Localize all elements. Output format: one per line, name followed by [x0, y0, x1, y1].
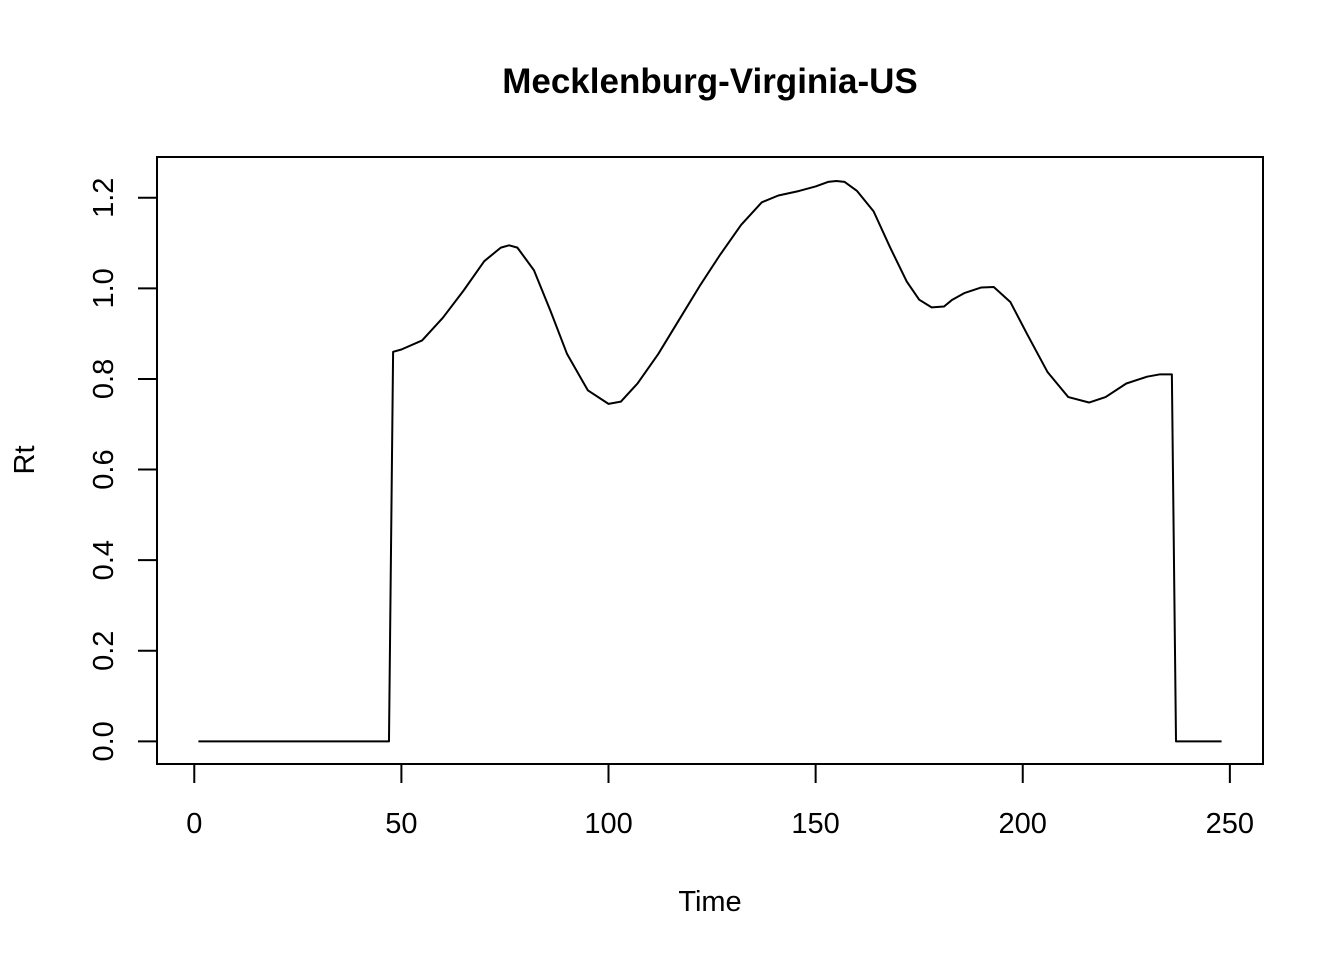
x-axis: 0 50 100 150 200 250 — [186, 763, 1254, 840]
series-line — [198, 180, 1222, 743]
y-tick-label: 0.8 — [88, 359, 120, 399]
x-tick-label: 150 — [791, 808, 839, 840]
plot-frame — [156, 156, 1264, 765]
y-tick-label: 0.6 — [88, 449, 120, 489]
y-axis-label: Rt — [9, 446, 41, 475]
series-layer — [198, 180, 1222, 743]
x-axis-label: Time — [678, 886, 741, 918]
x-tick-label: 100 — [584, 808, 632, 840]
y-tick-label: 0.2 — [88, 631, 120, 671]
x-tick-label: 0 — [186, 808, 202, 840]
y-tick-label: 1.0 — [88, 268, 120, 308]
x-tick-label: 200 — [999, 808, 1047, 840]
chart-title: Mecklenburg-Virginia-US — [502, 62, 918, 101]
y-tick-label: 0.4 — [88, 540, 120, 580]
y-axis: 0.0 0.2 0.4 0.6 0.8 1.0 1.2 — [88, 178, 158, 762]
x-tick-label: 50 — [385, 808, 417, 840]
y-tick-label: 0.0 — [88, 721, 120, 761]
x-tick-label: 250 — [1206, 808, 1254, 840]
y-tick-label: 1.2 — [88, 178, 120, 218]
